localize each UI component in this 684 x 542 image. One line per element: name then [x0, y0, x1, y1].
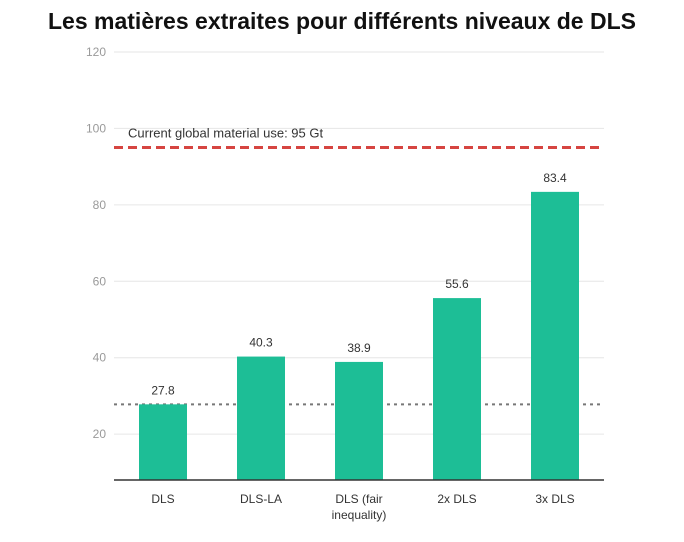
reference-line-label: Current global material use: 95 Gt — [128, 126, 323, 141]
y-tick-label: 100 — [86, 121, 106, 135]
bar — [237, 356, 285, 480]
y-tick-label: 120 — [86, 45, 106, 59]
x-tick-label: inequality) — [332, 508, 387, 522]
chart-title: Les matières extraites pour différents n… — [48, 8, 636, 34]
bar — [531, 191, 579, 480]
bar — [433, 298, 481, 480]
y-tick-label: 20 — [93, 427, 107, 441]
bar-value-label: 55.6 — [445, 277, 469, 291]
y-tick-label: 80 — [93, 198, 107, 212]
x-tick-label: DLS (fair — [335, 492, 382, 506]
x-tick-label: DLS-LA — [240, 492, 282, 506]
y-tick-label: 60 — [93, 274, 107, 288]
bar-value-label: 40.3 — [249, 336, 273, 350]
x-tick-label: 3x DLS — [535, 492, 574, 506]
grid-lines — [114, 51, 604, 435]
x-tick-label: 2x DLS — [437, 492, 476, 506]
bar-value-label: 27.8 — [151, 383, 175, 397]
bar — [139, 404, 187, 480]
y-axis-ticks: 20 40 60 80 100 120 — [86, 45, 106, 441]
bar-value-label: 83.4 — [543, 171, 567, 185]
bars: 27.8 40.3 38.9 55.6 83.4 — [139, 171, 579, 480]
x-axis-labels: DLS DLS-LA DLS (fair inequality) 2x DLS 3x DL… — [151, 492, 574, 522]
bar — [335, 361, 383, 480]
y-tick-label: 40 — [93, 351, 107, 365]
bar-value-label: 38.9 — [347, 341, 371, 355]
x-tick-label: DLS — [151, 492, 174, 506]
